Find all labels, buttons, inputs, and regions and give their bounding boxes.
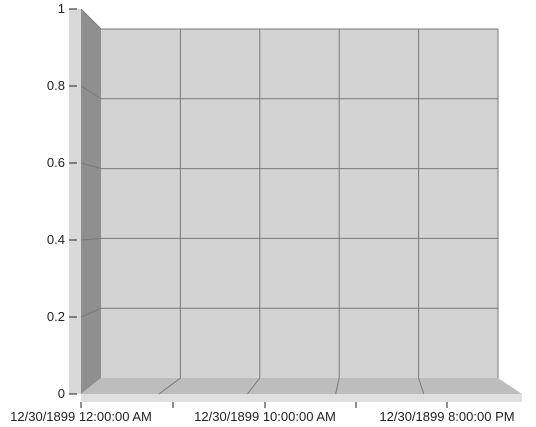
- back-wall: [101, 29, 498, 378]
- y-tick-label: 1: [58, 1, 65, 16]
- y-tick-label: 0.8: [47, 78, 65, 93]
- x-tick-label: 12/30/1899 10:00:00 AM: [194, 409, 336, 424]
- chart-gridlines: [80, 8, 499, 395]
- y-tick-label: 0.4: [47, 232, 65, 247]
- side-gridline: [80, 162, 102, 170]
- x-tick-label: 12/30/1899 12:00:00 AM: [10, 409, 152, 424]
- chart-walls: [69, 9, 522, 402]
- y-axis: 0 0.2 0.4 0.6 0.8 1: [47, 1, 77, 401]
- y-axis-strip: [69, 9, 81, 394]
- x-tick-label: 12/30/1899 8:00:00 PM: [379, 409, 514, 424]
- y-tick-label: 0.2: [47, 309, 65, 324]
- floor-gridline: [418, 377, 425, 395]
- y-tick-label: 0: [58, 386, 65, 401]
- side-wall: [81, 9, 101, 394]
- floor: [81, 378, 522, 394]
- side-gridline: [80, 8, 102, 30]
- side-gridline: [80, 85, 102, 100]
- side-gridline: [80, 237, 102, 241]
- floor-gridline: [158, 377, 181, 395]
- floor-gridline: [335, 377, 340, 395]
- floor-front-edge: [81, 394, 522, 402]
- floor-gridline: [247, 377, 261, 395]
- side-gridline: [80, 307, 102, 318]
- x-axis: 12/30/1899 12:00:00 AM 12/30/1899 10:00:0…: [10, 402, 515, 424]
- y-tick-label: 0.6: [47, 155, 65, 170]
